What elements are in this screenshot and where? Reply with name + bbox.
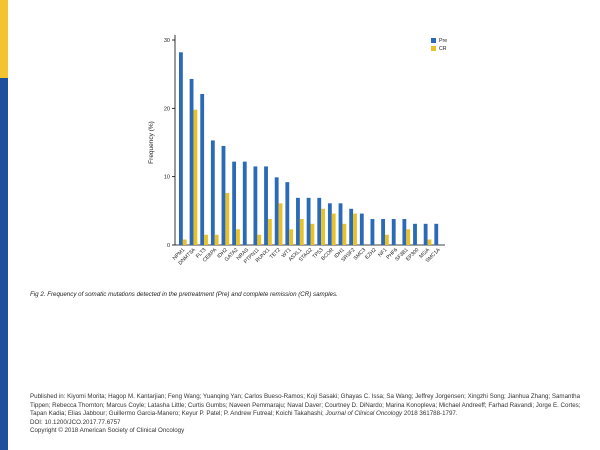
bar-pre-phf6 (391, 219, 396, 245)
bar-cr-idh1 (342, 223, 347, 245)
legend-swatch-pre (431, 38, 436, 43)
bar-pre-nras (242, 161, 247, 245)
publication-footer: Published in: Kiyomi Morita; Hagop M. Ka… (30, 393, 590, 436)
y-tick-label: 30 (164, 38, 170, 44)
bar-cr-dnmt3a (193, 109, 198, 245)
bar-pre-smc1a (434, 223, 439, 245)
bar-cr-npm1 (182, 239, 187, 245)
bar-pre-gata2 (232, 161, 237, 245)
bar-pre-smc3 (359, 213, 364, 245)
side-bar (0, 0, 8, 450)
bar-cr-flt3 (204, 234, 208, 245)
bar-cr-mga (427, 239, 432, 245)
side-accent (0, 0, 8, 78)
bar-cr-runx1 (267, 219, 272, 245)
bar-cr-idh2 (225, 193, 230, 245)
y-axis-label: Frequency (%) (148, 121, 155, 164)
doi-line: DOI: 10.1200/JCO.2017.77.6757 (30, 418, 121, 426)
bar-cr-wt1 (289, 229, 294, 245)
bar-pre-ep300 (413, 223, 417, 245)
bar-cr-gata2 (236, 229, 240, 245)
bar-pre-tp53 (317, 197, 322, 245)
bar-pre-flt3 (200, 93, 205, 245)
bar-cr-ptpn11 (257, 234, 262, 245)
x-tick-label: EZH2 (364, 247, 378, 261)
legend-swatch-cr (431, 46, 436, 51)
bar-cr-tp53 (321, 208, 325, 245)
bar-pre-ptpn11 (253, 166, 258, 245)
copyright-line: Copyright © 2018 American Society of Cli… (30, 427, 185, 435)
bar-pre-srsf2 (349, 208, 354, 245)
bar-pre-mga (423, 223, 428, 245)
x-tick-label: NF1 (377, 247, 388, 258)
bar-cr-stag2 (310, 223, 315, 245)
bar-cr-nf1 (384, 234, 389, 245)
citation-line: Published in: Kiyomi Morita; Hagop M. Ka… (30, 393, 590, 419)
bar-pre-bcor (327, 203, 332, 245)
x-tick-label: TET2 (269, 247, 282, 260)
bar-pre-runx1 (264, 166, 268, 245)
bar-pre-wt1 (285, 182, 290, 245)
citation-pages: 2018 361788-1797. (403, 410, 458, 418)
bar-pre-dnmt3a (189, 78, 194, 245)
bar-cr-sf3b1 (406, 229, 411, 245)
journal-name: Journal of Clinical Oncology (325, 410, 403, 418)
bar-pre-idh2 (221, 145, 226, 245)
bar-pre-tet2 (274, 177, 279, 245)
bar-cr-bcor (331, 213, 336, 245)
bar-pre-ezh2 (370, 219, 375, 245)
legend-label-pre: Pre (439, 38, 447, 44)
bar-pre-asxl1 (296, 197, 300, 245)
legend-label-cr: CR (439, 46, 447, 52)
published-authors: Published in: Kiyomi Morita; Hagop M. Ka… (30, 393, 581, 418)
bar-pre-nf1 (381, 219, 385, 245)
y-tick-label: 10 (164, 175, 170, 181)
bar-pre-idh1 (338, 203, 343, 245)
y-tick-label: 0 (167, 243, 170, 249)
bar-pre-sf3b1 (402, 219, 407, 245)
bar-cr-cebpa (214, 234, 219, 245)
bar-pre-cebpa (210, 140, 215, 245)
bar-cr-srsf2 (353, 213, 357, 245)
bar-pre-stag2 (306, 197, 311, 245)
bar-cr-tet2 (278, 203, 283, 245)
figure-caption: Fig 2. Frequency of somatic mutations de… (30, 291, 338, 298)
y-tick-label: 20 (164, 106, 170, 112)
bar-cr-asxl1 (299, 219, 304, 245)
bar-pre-npm1 (179, 52, 183, 245)
